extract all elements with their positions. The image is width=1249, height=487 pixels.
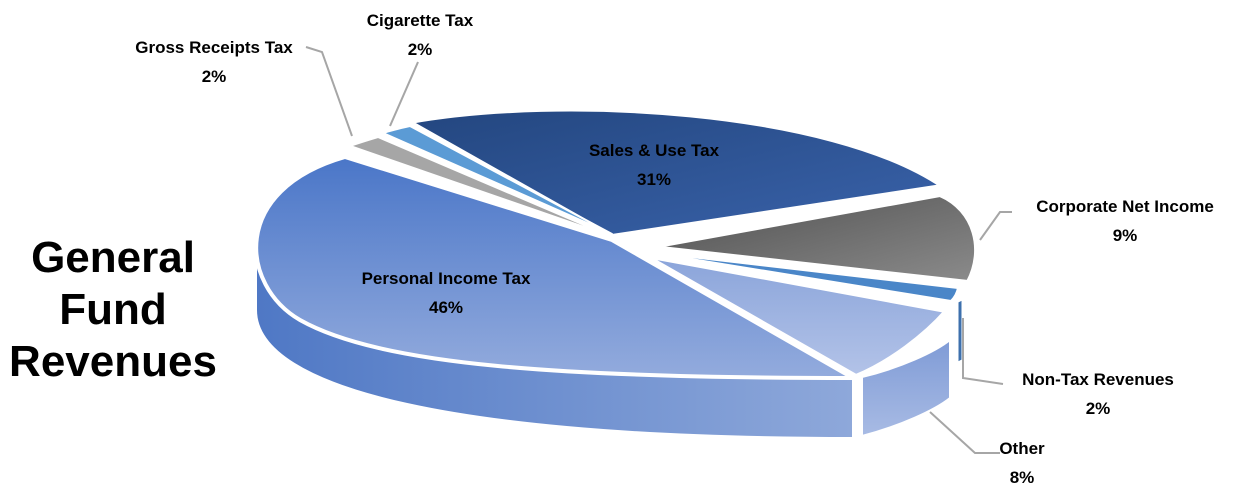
label-cigarette-value: 2% (408, 40, 433, 59)
slice-other (644, 254, 948, 378)
side-title-line-2: Fund (59, 285, 167, 334)
label-corporate-value: 9% (1113, 226, 1138, 245)
label-other-name: Other (999, 439, 1045, 458)
label-gross-value: 2% (202, 67, 227, 86)
slice-gross (349, 136, 611, 237)
label-sales-value: 31% (637, 170, 671, 189)
label-gross-name: Gross Receipts Tax (135, 38, 293, 57)
slice-nontax-side (957, 299, 963, 363)
slice-other-side (861, 337, 951, 438)
label-corporate-name: Corporate Net Income (1036, 197, 1214, 216)
slice-cigarette (382, 125, 613, 235)
label-nontax-name: Non-Tax Revenues (1022, 370, 1174, 389)
label-cigarette-name: Cigarette Tax (367, 11, 474, 30)
slice-corporate (650, 193, 978, 284)
slice-personal (254, 155, 855, 380)
label-personal-value: 46% (429, 298, 463, 317)
side-title-line-1: General (31, 233, 195, 282)
leader-line-gross (305, 46, 353, 137)
label-sales-name: Sales & Use Tax (589, 141, 720, 160)
label-nontax-value: 2% (1086, 399, 1111, 418)
leader-line-corporate (979, 211, 1012, 241)
slice-sales (408, 107, 944, 238)
leader-line-nontax (962, 318, 1004, 385)
side-title-line-3: Revenues (9, 337, 217, 386)
leader-line-other (929, 411, 1000, 454)
label-personal-name: Personal Income Tax (362, 269, 531, 288)
label-other-value: 8% (1010, 468, 1035, 487)
leader-line-cigarette (389, 61, 419, 127)
slice-nontax (647, 251, 959, 302)
chart-side-title: General Fund Revenues (8, 232, 218, 388)
